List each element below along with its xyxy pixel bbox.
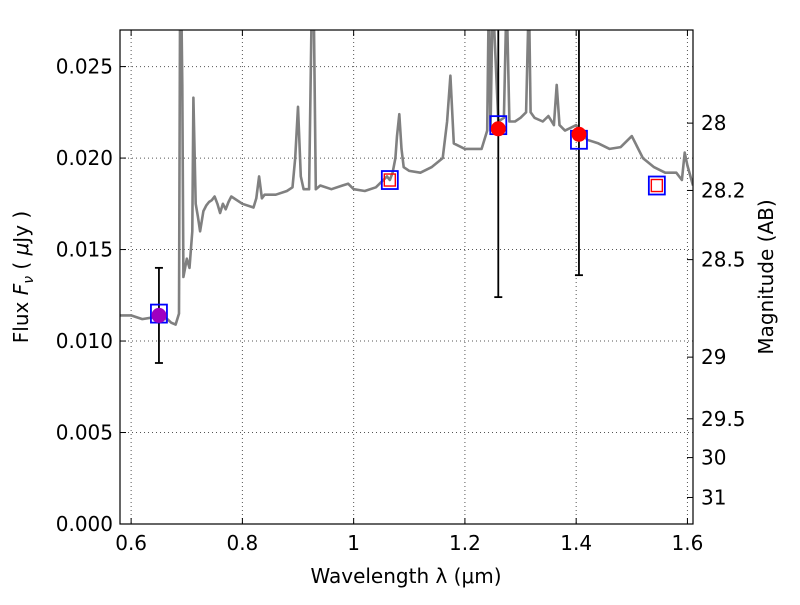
y2-tick-label-1: 28.2 [701, 178, 746, 202]
series-layer [120, 30, 693, 326]
y-tick-label-1: 0.005 [56, 421, 113, 445]
tick-layer: 0.6 0.8 1 1.2 1.4 1.6 0.000 0.005 0.010 0.015 0.02… [56, 30, 746, 555]
x-tick-label-3: 1.2 [449, 531, 481, 555]
y-tick-label-3: 0.015 [56, 238, 113, 262]
model-band-box-1 [383, 173, 397, 187]
model-band-box-4 [650, 178, 664, 193]
photometry-box-4 [647, 175, 666, 196]
plot-frame [119, 29, 694, 525]
marker-layer [150, 30, 666, 364]
y-tick-label-2: 0.010 [56, 329, 113, 353]
detection-point-3 [571, 126, 587, 142]
grid-layer [120, 30, 693, 525]
x-axis-label: Wavelength λ (μm) [310, 564, 501, 588]
y2-tick-label-3: 29 [701, 345, 726, 369]
photometry-box-1 [380, 170, 399, 190]
detection-point-2 [490, 121, 506, 137]
y-tick-label-0: 0.000 [56, 512, 113, 536]
y2-axis-label: Magnitude (AB) [754, 199, 778, 354]
y2-tick-label-5: 30 [701, 446, 726, 470]
y2-tick-label-4: 29.5 [701, 407, 746, 431]
y2-tick-label-2: 28.5 [701, 248, 746, 272]
x-tick-label-2: 1 [347, 531, 360, 555]
x-tick-label-1: 0.8 [226, 531, 258, 555]
x-tick-label-0: 0.6 [115, 531, 147, 555]
y2-tick-label-0: 28 [701, 111, 726, 135]
y-axis-label: Flux Fν ( μJy ) [9, 211, 37, 343]
y2-tick-label-6: 31 [701, 485, 726, 509]
y-tick-label-5: 0.025 [56, 55, 113, 79]
model-spectrum-line [120, 30, 693, 326]
x-tick-label-5: 1.6 [672, 531, 704, 555]
detection-point-0 [151, 307, 167, 323]
y-tick-label-4: 0.020 [56, 146, 113, 170]
x-tick-label-4: 1.4 [560, 531, 592, 555]
